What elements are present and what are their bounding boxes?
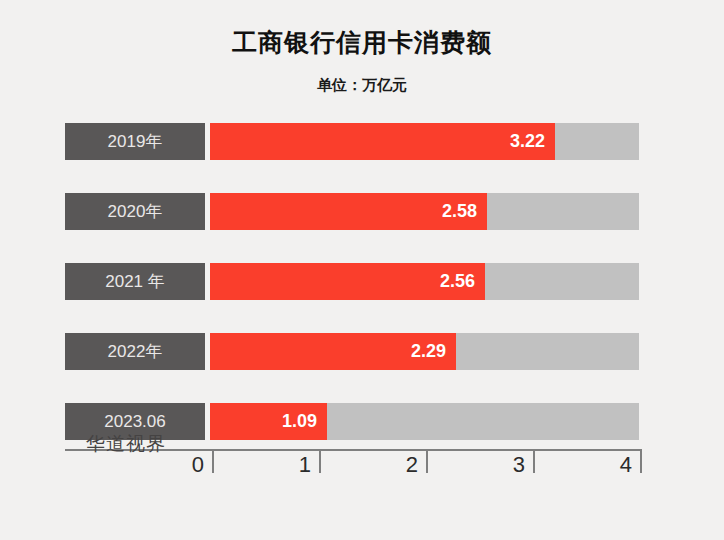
x-axis-tick-mark bbox=[533, 449, 535, 473]
bar-track: 2.58 bbox=[210, 193, 639, 230]
bar-row: 2022年 2.29 bbox=[0, 333, 724, 370]
bar-value-label: 1.09 bbox=[282, 411, 327, 432]
bar-value-label: 2.56 bbox=[440, 271, 485, 292]
bar-row: 2021 年 2.56 bbox=[0, 263, 724, 300]
bar-track: 3.22 bbox=[210, 123, 639, 160]
category-label: 2020年 bbox=[65, 193, 205, 230]
bar-track: 2.56 bbox=[210, 263, 639, 300]
bar-track: 1.09 bbox=[210, 403, 639, 440]
bar-fill: 2.29 bbox=[210, 333, 456, 370]
x-axis-tick-label: 2 bbox=[358, 452, 418, 478]
chart-canvas: 工商银行信用卡消费额 单位：万亿元 2019年3.222020年2.582021… bbox=[0, 0, 724, 540]
bar-row: 2020年 2.58 bbox=[0, 193, 724, 230]
watermark-text: 华道视界 bbox=[86, 431, 166, 457]
category-label: 2022年 bbox=[65, 333, 205, 370]
category-label: 2021 年 bbox=[65, 263, 205, 300]
bar-fill: 1.09 bbox=[210, 403, 327, 440]
x-axis-tick-label: 4 bbox=[572, 452, 632, 478]
bar-fill: 2.56 bbox=[210, 263, 485, 300]
bar-value-label: 2.29 bbox=[411, 341, 456, 362]
bar-row: 2019年 3.22 bbox=[0, 123, 724, 160]
bar-track: 2.29 bbox=[210, 333, 639, 370]
x-axis-tick-label: 1 bbox=[251, 452, 311, 478]
x-axis-tick-label: 3 bbox=[465, 452, 525, 478]
x-axis-tick-mark bbox=[212, 449, 214, 473]
x-axis-tick-mark bbox=[319, 449, 321, 473]
x-axis-tick-mark bbox=[426, 449, 428, 473]
x-axis-tick-mark bbox=[640, 449, 642, 473]
bar-value-label: 2.58 bbox=[442, 201, 487, 222]
category-label: 2019年 bbox=[65, 123, 205, 160]
bar-value-label: 3.22 bbox=[510, 131, 555, 152]
bar-fill: 3.22 bbox=[210, 123, 555, 160]
bar-fill: 2.58 bbox=[210, 193, 487, 230]
